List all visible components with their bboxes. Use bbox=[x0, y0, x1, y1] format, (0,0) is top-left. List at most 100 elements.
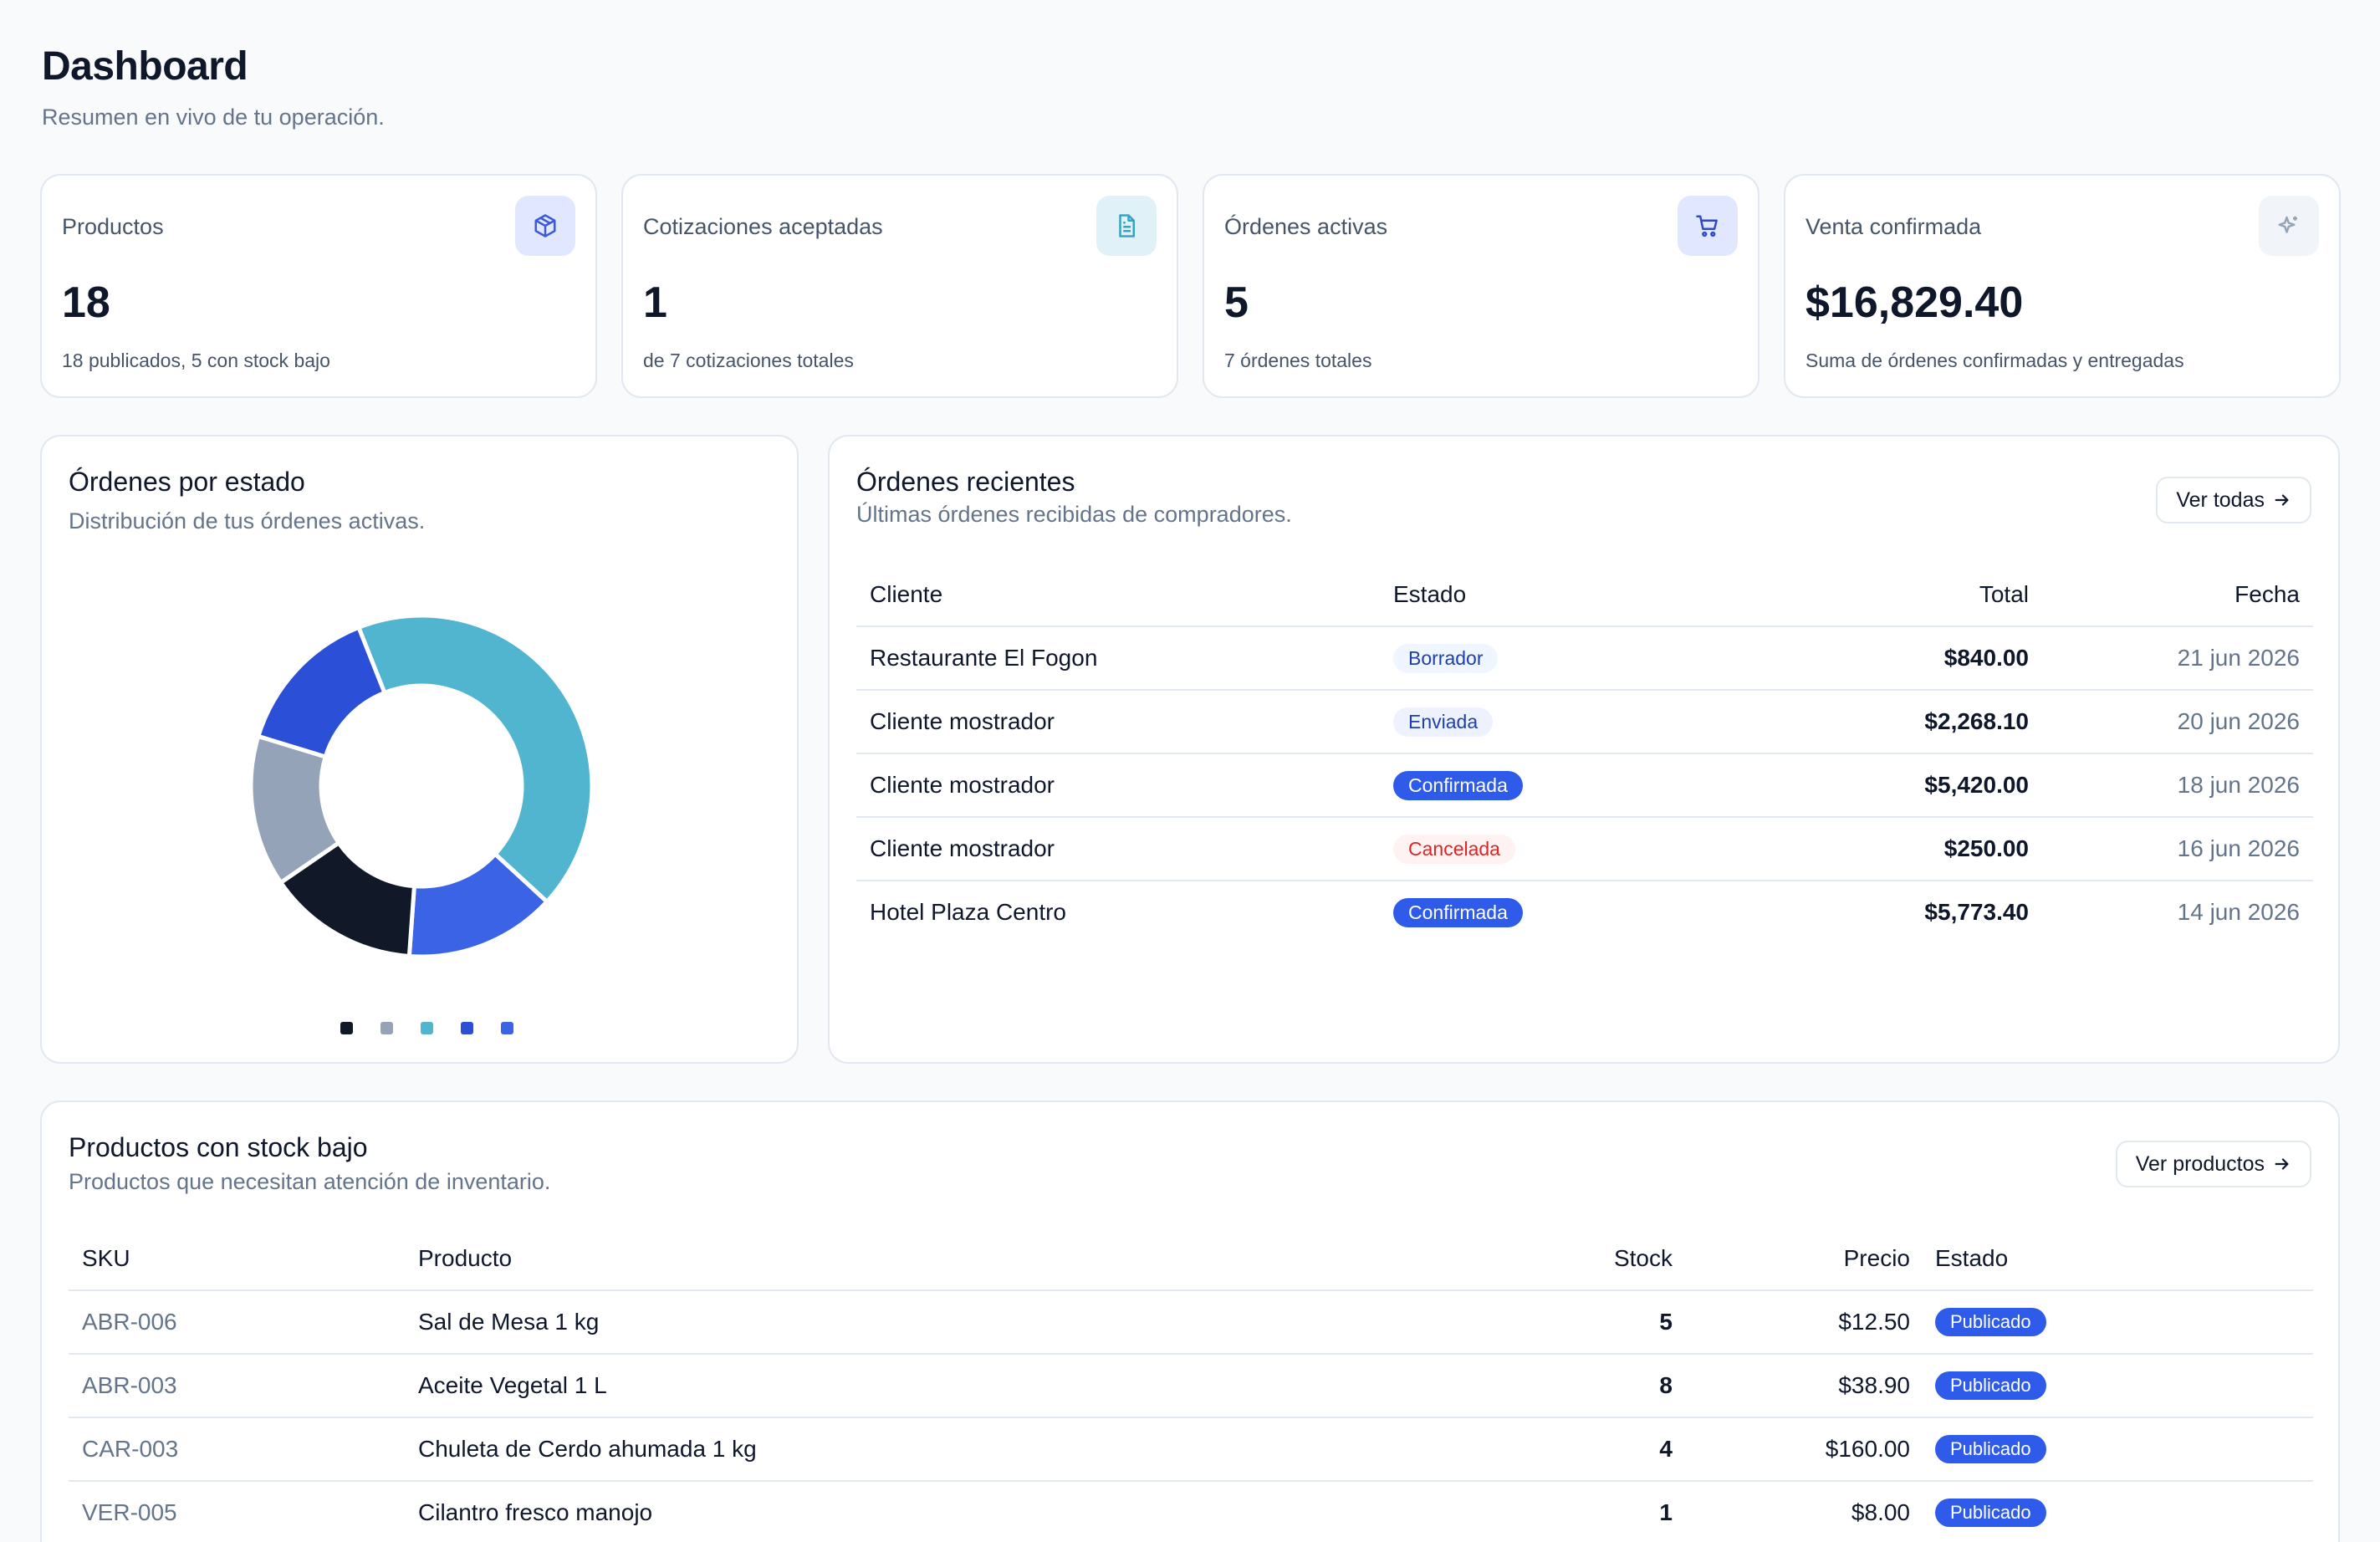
column-header-stock: Stock bbox=[1613, 1245, 1673, 1271]
stat-card-cotizaciones: Cotizaciones aceptadas 1 de 7 cotizacion… bbox=[621, 174, 1178, 398]
column-header-estado: Estado bbox=[1393, 581, 1467, 607]
column-header-producto: Producto bbox=[418, 1245, 513, 1271]
arrow-right-icon bbox=[2275, 1158, 2289, 1170]
fecha-cell: 16 jun 2026 bbox=[2177, 835, 2300, 861]
stat-card-productos: Productos 18 18 publicados, 5 con stock … bbox=[40, 174, 597, 398]
table-row[interactable]: Cliente mostrador Confirmada $5,420.00 1… bbox=[856, 754, 2313, 818]
table-row[interactable]: CAR-003 Chuleta de Cerdo ahumada 1 kg 4 … bbox=[69, 1418, 2313, 1482]
sku-cell: ABR-003 bbox=[82, 1372, 177, 1398]
stat-sub: 7 órdenes totales bbox=[1224, 350, 1372, 371]
cliente-cell: Restaurante El Fogon bbox=[870, 645, 1098, 671]
status-badge: Borrador bbox=[1393, 643, 1499, 673]
sku-cell: ABR-006 bbox=[82, 1309, 177, 1335]
table-row[interactable]: Restaurante El Fogon Borrador $840.00 21… bbox=[856, 627, 2313, 691]
stat-label: Venta confirmada bbox=[1805, 214, 1982, 239]
producto-cell: Sal de Mesa 1 kg bbox=[418, 1309, 600, 1335]
precio-cell: $160.00 bbox=[1825, 1436, 1910, 1462]
total-cell: $5,773.40 bbox=[1924, 899, 2029, 925]
stat-card-venta: Venta confirmada $16,829.40 Suma de órde… bbox=[1784, 174, 2341, 398]
fecha-cell: 18 jun 2026 bbox=[2177, 772, 2300, 798]
legend-dot[interactable] bbox=[380, 1022, 393, 1034]
status-badge: Enviada bbox=[1393, 707, 1494, 737]
stock-cell: 1 bbox=[1659, 1499, 1673, 1525]
status-badge: Publicado bbox=[1935, 1308, 2046, 1336]
section-subtitle: Distribución de tus órdenes activas. bbox=[69, 508, 426, 534]
section-title: Órdenes por estado bbox=[69, 467, 305, 497]
fecha-cell: 21 jun 2026 bbox=[2177, 645, 2300, 671]
stat-label: Órdenes activas bbox=[1224, 214, 1388, 239]
table-row[interactable]: ABR-006 Sal de Mesa 1 kg 5 $12.50 Public… bbox=[69, 1291, 2313, 1355]
cart-icon bbox=[1678, 196, 1738, 256]
stat-sub: Suma de órdenes confirmadas y entregadas bbox=[1805, 350, 2184, 371]
cliente-cell: Cliente mostrador bbox=[870, 772, 1055, 798]
stock-cell: 8 bbox=[1659, 1372, 1673, 1398]
precio-cell: $8.00 bbox=[1851, 1499, 1910, 1525]
status-badge: Publicado bbox=[1935, 1371, 2046, 1400]
stat-sub: 18 publicados, 5 con stock bajo bbox=[62, 350, 330, 371]
section-subtitle: Últimas órdenes recibidas de compradores… bbox=[856, 502, 1292, 527]
table-header-row: Cliente Estado Total Fecha bbox=[856, 564, 2313, 627]
stat-value: $16,829.40 bbox=[1805, 278, 2024, 327]
total-cell: $250.00 bbox=[1943, 835, 2029, 861]
status-badge: Confirmada bbox=[1393, 770, 1523, 800]
producto-cell: Aceite Vegetal 1 L bbox=[418, 1372, 607, 1398]
legend-dot[interactable] bbox=[421, 1022, 433, 1034]
donut-slice bbox=[355, 613, 595, 905]
fecha-cell: 20 jun 2026 bbox=[2177, 708, 2300, 734]
stat-value: 5 bbox=[1224, 278, 1249, 327]
stat-sub: de 7 cotizaciones totales bbox=[643, 350, 854, 371]
section-title: Productos con stock bajo bbox=[69, 1132, 368, 1162]
page-subtitle: Resumen en vivo de tu operación. bbox=[42, 105, 385, 130]
sku-cell: CAR-003 bbox=[82, 1436, 179, 1462]
table-row[interactable]: Cliente mostrador Enviada $2,268.10 20 j… bbox=[856, 691, 2313, 754]
column-header-cliente: Cliente bbox=[870, 581, 943, 607]
table-row[interactable]: ABR-003 Aceite Vegetal 1 L 8 $38.90 Publ… bbox=[69, 1355, 2313, 1418]
button-label: Ver todas bbox=[2176, 488, 2265, 512]
view-products-button[interactable]: Ver productos bbox=[2115, 1141, 2311, 1187]
stock-cell: 5 bbox=[1659, 1309, 1673, 1335]
stock-cell: 4 bbox=[1659, 1436, 1673, 1462]
view-all-orders-button[interactable]: Ver todas bbox=[2156, 477, 2311, 523]
producto-cell: Cilantro fresco manojo bbox=[418, 1499, 653, 1525]
sparkle-icon bbox=[2259, 196, 2319, 256]
table-row[interactable]: Cliente mostrador Cancelada $250.00 16 j… bbox=[856, 818, 2313, 881]
legend-dot[interactable] bbox=[340, 1022, 353, 1034]
legend-dot[interactable] bbox=[461, 1022, 473, 1034]
stat-label: Cotizaciones aceptadas bbox=[643, 214, 883, 239]
total-cell: $5,420.00 bbox=[1924, 772, 2029, 798]
box-icon bbox=[515, 196, 575, 256]
status-badge: Publicado bbox=[1935, 1499, 2046, 1527]
status-badge: Cancelada bbox=[1393, 834, 1515, 864]
column-header-precio: Precio bbox=[1843, 1245, 1910, 1271]
recent-orders-card: Órdenes recientes Últimas órdenes recibi… bbox=[828, 435, 2340, 1064]
column-header-total: Total bbox=[1979, 581, 2029, 607]
button-label: Ver productos bbox=[2135, 1151, 2265, 1176]
arrow-right-icon bbox=[2275, 494, 2289, 506]
page-title: Dashboard bbox=[42, 44, 248, 89]
donut-chart bbox=[248, 613, 595, 1034]
document-icon bbox=[1096, 196, 1157, 256]
legend-dot[interactable] bbox=[501, 1022, 513, 1034]
section-title: Órdenes recientes bbox=[856, 467, 1075, 497]
total-cell: $2,268.10 bbox=[1924, 708, 2029, 734]
status-badge: Confirmada bbox=[1393, 897, 1523, 927]
fecha-cell: 14 jun 2026 bbox=[2177, 899, 2300, 925]
table-row[interactable]: Hotel Plaza Centro Confirmada $5,773.40 … bbox=[856, 881, 2313, 945]
low-stock-card: Productos con stock bajo Productos que n… bbox=[40, 1100, 2340, 1542]
table-row[interactable]: VER-005 Cilantro fresco manojo 1 $8.00 P… bbox=[69, 1482, 2313, 1542]
column-header-estado: Estado bbox=[1935, 1245, 2009, 1271]
precio-cell: $38.90 bbox=[1838, 1372, 1910, 1398]
cliente-cell: Cliente mostrador bbox=[870, 835, 1055, 861]
section-subtitle: Productos que necesitan atención de inve… bbox=[69, 1169, 551, 1194]
producto-cell: Chuleta de Cerdo ahumada 1 kg bbox=[418, 1436, 757, 1462]
total-cell: $840.00 bbox=[1943, 645, 2029, 671]
cliente-cell: Cliente mostrador bbox=[870, 708, 1055, 734]
stat-label: Productos bbox=[62, 214, 164, 239]
column-header-fecha: Fecha bbox=[2234, 581, 2300, 607]
donut-slice bbox=[255, 625, 388, 760]
status-badge: Publicado bbox=[1935, 1435, 2046, 1463]
orders-by-status-card: Órdenes por estado Distribución de tus ó… bbox=[40, 435, 799, 1064]
precio-cell: $12.50 bbox=[1838, 1309, 1910, 1335]
table-header-row: SKU Producto Stock Precio Estado bbox=[69, 1228, 2313, 1291]
